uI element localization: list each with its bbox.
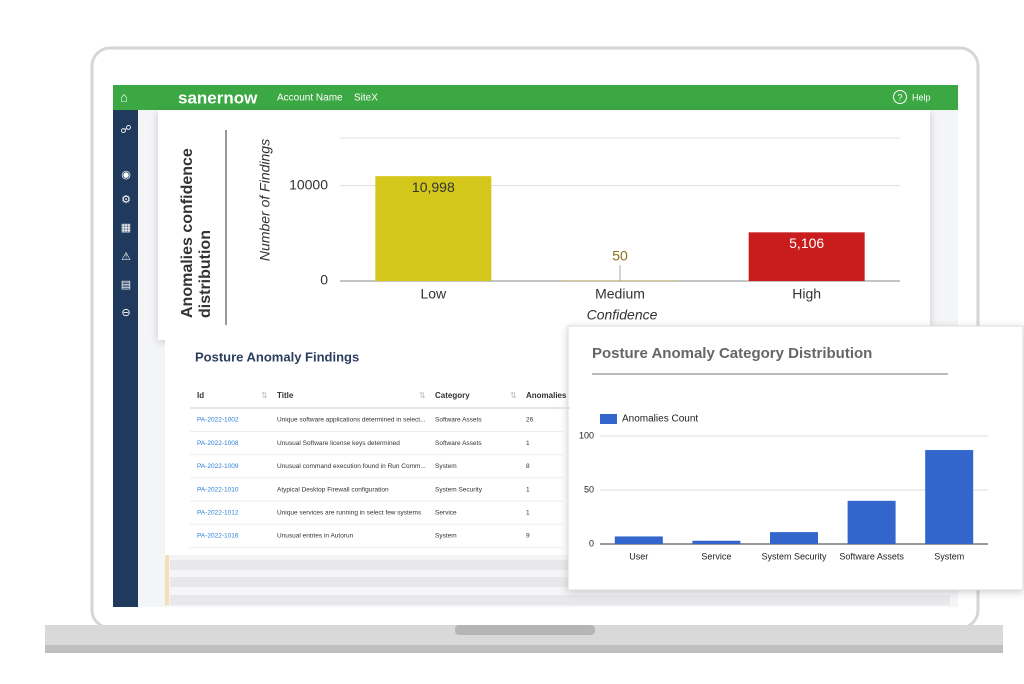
account-name[interactable]: Account Name: [277, 93, 343, 104]
column-header: Category: [435, 391, 470, 400]
table-cell: 8: [526, 463, 530, 470]
x-tick-label: Software Assets: [839, 551, 904, 561]
table-cell: Service: [435, 510, 457, 517]
finding-id[interactable]: PA-2022-1002: [197, 417, 239, 424]
table-cell: Unique software applications determined …: [277, 417, 426, 424]
table-cell: Unusual Software license keys determined: [277, 440, 400, 447]
sort-icon: ⇅: [419, 391, 426, 400]
x-tick-label: User: [629, 551, 648, 561]
x-tick-label: Medium: [595, 286, 645, 302]
x-tick-label: Service: [701, 551, 731, 561]
nav-icon[interactable]: ☍: [120, 124, 131, 136]
table-card: [165, 340, 570, 555]
bar: [614, 536, 663, 544]
table-cell: System: [435, 533, 457, 540]
help-icon-glyph: ?: [897, 92, 902, 102]
table-cell: 1: [526, 486, 530, 493]
table-cell: Unusual entries in Autorun: [277, 533, 354, 540]
top-bar: [113, 85, 958, 110]
laptop-notch: [455, 625, 595, 635]
home-icon[interactable]: ⌂: [120, 89, 128, 104]
table-cell: Unique services are running in select fe…: [277, 510, 422, 517]
legend-swatch: [600, 414, 617, 424]
table-cell: 1: [526, 510, 530, 517]
sort-icon: ⇅: [261, 391, 268, 400]
nav-icon[interactable]: ▦: [121, 222, 131, 234]
column-header: Id: [197, 391, 204, 400]
finding-id[interactable]: PA-2022-1010: [197, 486, 239, 493]
bar: [925, 450, 974, 544]
table-cell: Software Assets: [435, 417, 482, 424]
site-name[interactable]: SiteX: [354, 93, 378, 104]
help-icon[interactable]: [893, 90, 907, 104]
y-tick-label: 0: [320, 272, 328, 288]
brand: sanernow: [178, 88, 258, 107]
finding-id[interactable]: PA-2022-1009: [197, 463, 239, 470]
table-cell: Unusual command execution found in Run C…: [277, 463, 426, 470]
table-cell: Software Assets: [435, 440, 482, 447]
table-cell: Atypical Desktop Firewall configuration: [277, 486, 389, 493]
confidence-card: [158, 110, 930, 340]
value-label: 10,998: [412, 179, 455, 195]
nav-icon[interactable]: ⊖: [121, 307, 130, 319]
table-cell: System: [435, 463, 457, 470]
table-title: Posture Anomaly Findings: [195, 349, 359, 364]
x-tick-label: System: [934, 551, 964, 561]
chart-title: Anomalies confidencedistribution: [179, 148, 214, 318]
y-tick-label: 10000: [289, 176, 328, 192]
y-tick-label: 100: [579, 430, 594, 440]
table-cell: 26: [526, 417, 534, 424]
value-label: 5,106: [789, 235, 824, 251]
nav-icon[interactable]: ⚙: [121, 194, 131, 206]
finding-id[interactable]: PA-2022-1008: [197, 440, 239, 447]
help-link[interactable]: Help: [912, 92, 931, 102]
column-header: Title: [277, 391, 294, 400]
bar: [375, 176, 492, 281]
finding-id[interactable]: PA-2022-1016: [197, 533, 239, 540]
bar: [692, 540, 741, 544]
bar: [748, 232, 865, 281]
legend-label: Anomalies Count: [622, 414, 698, 425]
nav-icon[interactable]: ◉: [121, 169, 131, 181]
x-axis-label: Confidence: [587, 307, 658, 323]
column-header: Anomalies: [526, 391, 567, 400]
laptop-base-edge: [45, 645, 1003, 653]
nav-icon[interactable]: ▤: [121, 279, 131, 291]
chart-title: Posture Anomaly Category Distribution: [592, 345, 872, 362]
sidebar-icons: ☍ ◉ ⚙ ▦ ⚠ ▤ ⊖: [120, 124, 131, 319]
y-tick-label: 0: [589, 538, 594, 548]
table-cell: 1: [526, 440, 530, 447]
y-axis-label: Number of Findings: [257, 139, 273, 261]
nav-icon[interactable]: ⚠: [121, 251, 131, 263]
x-tick-label: Low: [420, 286, 447, 302]
x-tick-label: High: [792, 286, 821, 302]
table-cell: 9: [526, 533, 530, 540]
bar: [770, 532, 818, 544]
bar: [847, 500, 896, 544]
table-cell: System Security: [435, 486, 483, 493]
value-label: 50: [612, 248, 628, 264]
y-tick-label: 50: [584, 484, 594, 494]
finding-id[interactable]: PA-2022-1012: [197, 510, 239, 517]
sort-icon: ⇅: [510, 391, 517, 400]
sidebar: [113, 110, 138, 607]
x-tick-label: System Security: [761, 551, 827, 561]
